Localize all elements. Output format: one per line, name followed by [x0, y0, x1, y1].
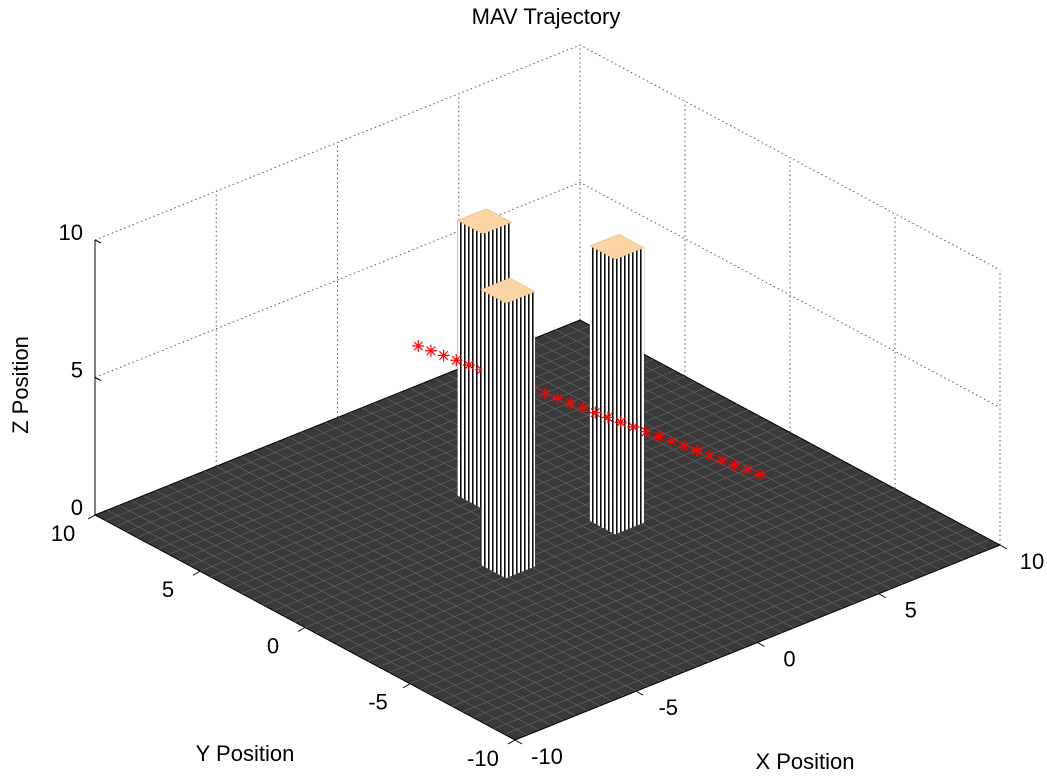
trajectory-point — [753, 468, 766, 481]
trajectory-point — [538, 387, 551, 400]
grid-line — [94, 44, 1001, 271]
y-tick-label: -10 — [467, 746, 499, 771]
z-tick — [94, 239, 102, 244]
x-tick-label: 10 — [1020, 549, 1044, 574]
y-tick — [297, 627, 306, 632]
z-tick-label: 10 — [59, 220, 83, 245]
trajectory-point — [437, 349, 450, 362]
trajectory-point — [412, 340, 425, 352]
z-tick-label: 0 — [71, 495, 83, 520]
grid-line — [94, 181, 1001, 408]
obstacle-face — [615, 247, 645, 535]
x-tick — [757, 642, 765, 647]
x-tick — [636, 690, 644, 696]
y-axis-label: Y Position — [196, 741, 295, 766]
obstacle-face — [589, 245, 616, 535]
x-tick-label: 5 — [905, 598, 917, 623]
trajectory-point — [564, 397, 577, 410]
x-tick — [878, 593, 886, 599]
y-tick — [192, 570, 201, 576]
obstacle-face — [480, 289, 506, 579]
trajectory-point — [576, 401, 589, 414]
trajectory-point — [665, 435, 678, 448]
chart-title: MAV Trajectory — [472, 4, 621, 29]
trajectory-point — [652, 430, 665, 443]
trajectory-point — [462, 358, 475, 371]
trajectory-point — [678, 439, 691, 452]
trajectory-point — [614, 416, 627, 429]
y-tick — [87, 514, 96, 520]
obstacle-top — [589, 233, 645, 260]
x-tick-label: -10 — [531, 744, 563, 769]
x-tick — [999, 544, 1008, 550]
z-tick-label: 5 — [71, 357, 83, 382]
trajectory-point — [589, 406, 602, 419]
z-tick — [94, 377, 102, 381]
trajectory-point — [424, 344, 437, 357]
x-tick — [514, 739, 523, 745]
trajectory-point — [602, 411, 615, 424]
y-tick-label: -5 — [368, 690, 388, 715]
trajectory-point — [450, 354, 463, 367]
obstacle-top — [456, 208, 513, 235]
x-tick-label: -5 — [658, 695, 678, 720]
y-tick-label: 10 — [51, 521, 75, 546]
trajectory-point — [690, 444, 703, 457]
trajectory-point — [715, 454, 728, 467]
obstacle-top — [480, 277, 536, 304]
trajectory-point — [551, 392, 564, 405]
obstacle-face — [505, 291, 536, 579]
trajectory-point — [703, 449, 716, 462]
trajectory-point — [728, 458, 741, 471]
trajectory-point — [741, 463, 754, 476]
y-tick — [402, 683, 411, 689]
trajectory-point — [640, 425, 653, 438]
y-tick-label: 5 — [162, 577, 174, 602]
x-axis-label: X Position — [755, 749, 854, 774]
x-tick-label: 0 — [783, 646, 795, 671]
y-tick-label: 0 — [267, 633, 279, 658]
trajectory-point — [627, 420, 640, 433]
y-tick — [507, 739, 516, 745]
z-axis-label: Z Position — [8, 336, 33, 434]
